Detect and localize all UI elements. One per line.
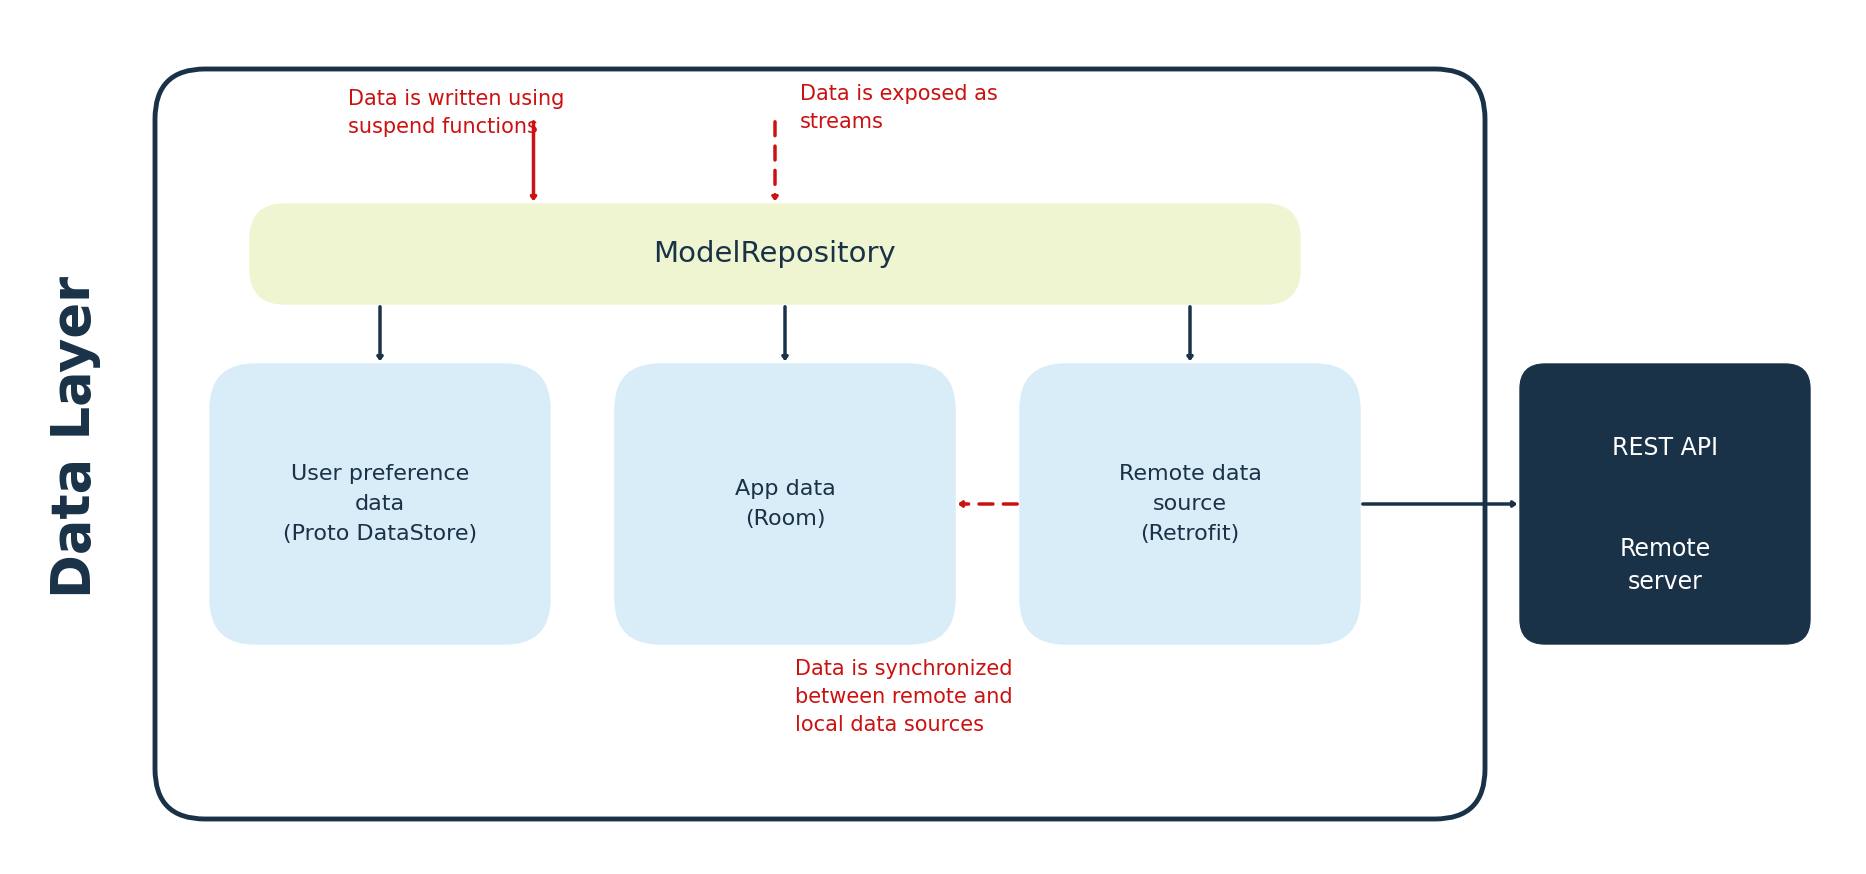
Text: ModelRepository: ModelRepository: [653, 240, 896, 268]
Text: Remote data
source
(Retrofit): Remote data source (Retrofit): [1118, 464, 1261, 544]
Text: Data is exposed as
streams: Data is exposed as streams: [801, 84, 998, 132]
FancyBboxPatch shape: [1521, 364, 1810, 644]
FancyBboxPatch shape: [250, 204, 1301, 304]
Text: Data is written using
suspend functions: Data is written using suspend functions: [349, 89, 565, 137]
FancyBboxPatch shape: [155, 69, 1485, 819]
FancyBboxPatch shape: [1021, 364, 1360, 644]
Text: Remote
server: Remote server: [1620, 537, 1711, 594]
FancyBboxPatch shape: [211, 364, 550, 644]
Text: User preference
data
(Proto DataStore): User preference data (Proto DataStore): [284, 464, 478, 544]
Text: Data is synchronized
between remote and
local data sources: Data is synchronized between remote and …: [795, 659, 1013, 735]
Text: Data Layer: Data Layer: [49, 276, 101, 598]
FancyBboxPatch shape: [616, 364, 955, 644]
Text: App data
(Room): App data (Room): [735, 479, 836, 529]
Text: REST API: REST API: [1612, 436, 1719, 460]
